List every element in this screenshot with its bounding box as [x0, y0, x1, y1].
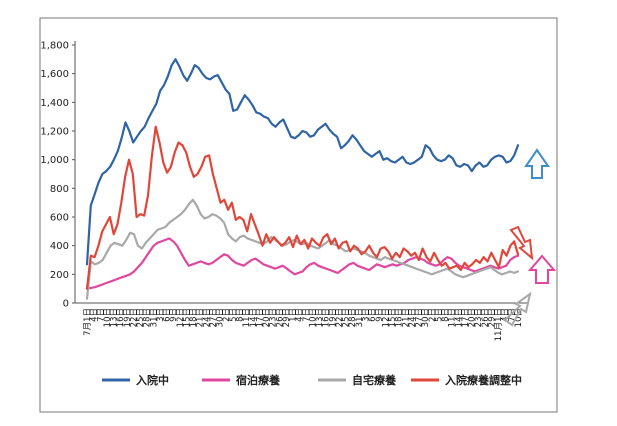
x-tick-label: 21日: [401, 308, 411, 327]
series-line: [85, 198, 520, 300]
x-tick-label: 22日: [335, 308, 345, 327]
x-tick-label: 15日: [388, 308, 398, 327]
x-tick-label: 14日: [454, 308, 464, 327]
x-tick-label: 20日: [262, 308, 272, 327]
x-tick-label: 10日: [514, 308, 524, 327]
x-tick-label: 20日: [468, 308, 478, 327]
y-tick-label: 200: [50, 270, 69, 281]
x-tick-label: 6日: [163, 308, 173, 322]
x-tick-label: 4日: [90, 308, 100, 322]
x-tick-label: 19日: [328, 308, 338, 327]
x-tick-label: 11日: [242, 308, 252, 327]
x-tick-label: 4日: [295, 308, 305, 322]
x-tick-label: 27日: [209, 308, 219, 327]
x-tick-label: 24日: [202, 308, 212, 327]
annotation-arrows: [503, 148, 557, 327]
x-tick-label: 26日: [275, 308, 285, 327]
x-tick-label: 18日: [189, 308, 199, 327]
x-tick-label: 11日: [448, 308, 458, 327]
x-tick-label: 10日: [308, 308, 318, 327]
y-tick-label: 600: [50, 213, 69, 224]
legend-label: 入院中: [136, 373, 169, 387]
y-tick-label: 1,800: [40, 41, 69, 52]
x-tick-label: 8日: [441, 308, 451, 322]
x-tick-label: 21日: [196, 308, 206, 327]
x-tick-label: 19日: [123, 308, 133, 327]
x-tick-label: 18日: [395, 308, 405, 327]
x-tick-label: 30日: [216, 308, 226, 327]
arrow-down-red-icon: [509, 225, 534, 261]
series-group: [85, 58, 520, 300]
x-tick-label: 24日: [408, 308, 418, 327]
x-tick-label: 28日: [143, 308, 153, 327]
x-tick-label: 31日: [355, 308, 365, 327]
x-tick-label: 27日: [415, 308, 425, 327]
legend-label: 宿泊療養: [236, 373, 280, 387]
y-tick-label: 0: [63, 299, 69, 310]
x-tick-label: 13日: [315, 308, 325, 327]
x-tick-label: 3日: [156, 308, 166, 322]
x-tick-label: 28日: [348, 308, 358, 327]
x-tick-label: 15日: [182, 308, 192, 327]
x-tick-label: 5日: [229, 308, 239, 322]
x-tick-label: 7日: [507, 308, 517, 322]
x-tick-label: 9日: [169, 308, 179, 322]
x-tick-label: 5日: [434, 308, 444, 322]
x-tick-label: 16日: [116, 308, 126, 327]
arrow-down-gray-icon: [503, 291, 532, 327]
x-tick-label: 7日: [96, 308, 106, 322]
x-tick-label: 12日: [176, 308, 186, 327]
x-tick-label: 14日: [249, 308, 259, 327]
x-tick-label: 22日: [129, 308, 139, 327]
chart-border: [39, 17, 558, 413]
x-tick-label: 25日: [342, 308, 352, 327]
y-tick-label: 800: [50, 184, 69, 195]
legend-label: 自宅療養: [352, 373, 396, 387]
series-line: [85, 237, 520, 290]
x-tick-label: 7日: [302, 308, 312, 322]
x-tick-label: 11月1日: [494, 308, 504, 341]
x-tick-label: 2日: [428, 308, 438, 322]
x-tick-label: 29日: [487, 308, 497, 327]
x-tick-label: 8日: [236, 308, 246, 322]
legend: 入院中 宿泊療養 自宅療養 入院療養調整中: [102, 373, 522, 387]
x-tick-label: 12日: [381, 308, 391, 327]
x-tick-label: 17日: [461, 308, 471, 327]
x-tick-label: 3日: [361, 308, 371, 322]
x-tick-label: 29日: [282, 308, 292, 327]
y-axis: 0 200 400 600 800 1,000 1,200 1,400 1,600 1,800: [40, 41, 76, 310]
x-tick-label: 9日: [375, 308, 385, 322]
x-tick-label: 26日: [481, 308, 491, 327]
x-tick-label: 13日: [110, 308, 120, 327]
x-tick-label: 30日: [421, 308, 431, 327]
y-tick-label: 1,000: [40, 155, 69, 166]
y-tick-label: 400: [50, 241, 69, 252]
x-tick-label: 25日: [136, 308, 146, 327]
x-tick-label: 1日: [289, 308, 299, 322]
x-tick-label: 31日: [149, 308, 159, 327]
x-tick-label: 6日: [368, 308, 378, 322]
x-tick-label: 4日: [501, 308, 511, 322]
x-tick-label: 10日: [103, 308, 113, 327]
y-tick-label: 1,400: [40, 98, 69, 109]
x-tick-label: 23日: [474, 308, 484, 327]
series-line: [85, 125, 520, 290]
x-tick-label: 23日: [269, 308, 279, 327]
y-tick-label: 1,600: [40, 69, 69, 80]
arrow-up-blue-icon: [524, 148, 550, 179]
y-tick-label: 1,200: [40, 127, 69, 138]
x-tick-label: 7月1日: [83, 308, 93, 336]
arrow-up-magenta-icon: [527, 254, 557, 284]
x-axis: 7月1日4日7日10日13日16日19日22日25日28日31日3日6日9日12…: [75, 302, 528, 341]
x-tick-label: 17日: [255, 308, 265, 327]
legend-label: 入院療養調整中: [445, 373, 522, 387]
x-tick-label: 2日: [222, 308, 232, 322]
x-tick-label: 16日: [322, 308, 332, 327]
series-line: [85, 58, 520, 266]
